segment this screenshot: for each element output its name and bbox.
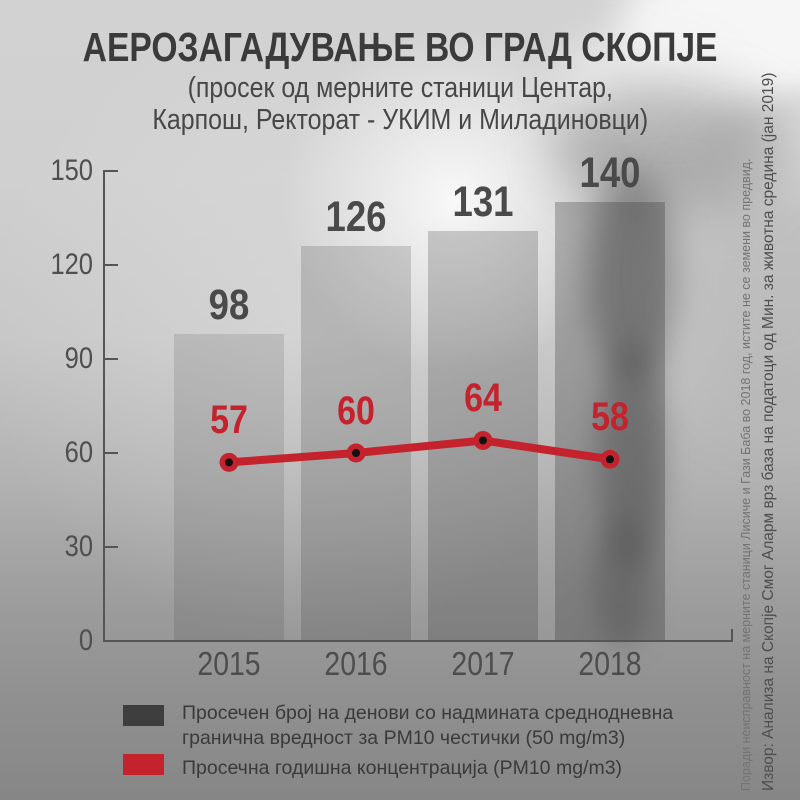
x-tick-label: 2018 [578, 645, 642, 682]
y-tick-label: 0 [78, 624, 93, 657]
y-tick [103, 264, 118, 266]
subtitle-line-1: (просек од мерните станици Центар, [187, 72, 613, 104]
y-tick-label: 90 [64, 342, 93, 375]
y-tick [103, 452, 118, 454]
line-value-label: 60 [337, 389, 375, 433]
line-point-dot [225, 458, 233, 467]
x-tick-label: 2016 [324, 645, 388, 682]
line-point-dot [479, 436, 487, 445]
line-series [225, 436, 614, 467]
y-tick-label: 120 [50, 248, 93, 281]
line-point-dot [352, 449, 360, 457]
legend-bar-label-line1: Просечен број на денови со надмината сре… [182, 702, 674, 724]
bar-value-label: 126 [325, 193, 387, 242]
source-note: Извор: Анализа на Скопје Смог Аларм врз … [760, 72, 777, 791]
bar-value-label: 140 [579, 149, 641, 198]
legend-line-swatch [123, 754, 164, 775]
legend-bar-swatch [123, 705, 164, 726]
source-note-secondary: Поради неисправност на мерните станици Л… [739, 158, 753, 791]
y-tick [103, 170, 118, 172]
y-axis-line [103, 170, 105, 642]
line-value-label: 64 [464, 376, 502, 421]
x-tick-label: 2015 [197, 645, 261, 682]
x-tick-label: 2017 [451, 645, 515, 682]
legend-line-label: Просечна годишна концентрација (PM10 mg/… [182, 757, 623, 779]
chart-subtitle: (просек од мерните станици Центар, Карпо… [0, 72, 800, 136]
x-axis-end-tick [731, 629, 733, 641]
y-tick-label: 30 [64, 530, 93, 563]
legend-bar-label-line2: гранична вредност за PM10 честички (50 m… [182, 727, 626, 749]
y-tick [103, 358, 118, 360]
y-tick-label: 60 [64, 436, 93, 469]
line-point-dot [606, 455, 614, 464]
y-tick [103, 640, 118, 642]
bar-2018 [555, 202, 665, 641]
page-title: АЕРОЗАГАДУВАЊЕ ВО ГРАД СКОПЈЕ [82, 24, 718, 70]
subtitle-line-2: Карпош, Ректорат - УКИМ и Миладиновци) [152, 104, 648, 136]
bar-value-label: 98 [208, 280, 250, 329]
bar-value-label: 131 [452, 177, 514, 226]
line-value-label: 57 [210, 398, 248, 443]
y-tick-label: 150 [50, 154, 93, 187]
x-axis-line [103, 640, 733, 642]
bar-2015 [174, 333, 284, 641]
line-value-label: 58 [591, 395, 629, 440]
y-tick [103, 546, 118, 548]
legend-bar-label: Просечен број на денови со надмината сре… [182, 701, 673, 751]
